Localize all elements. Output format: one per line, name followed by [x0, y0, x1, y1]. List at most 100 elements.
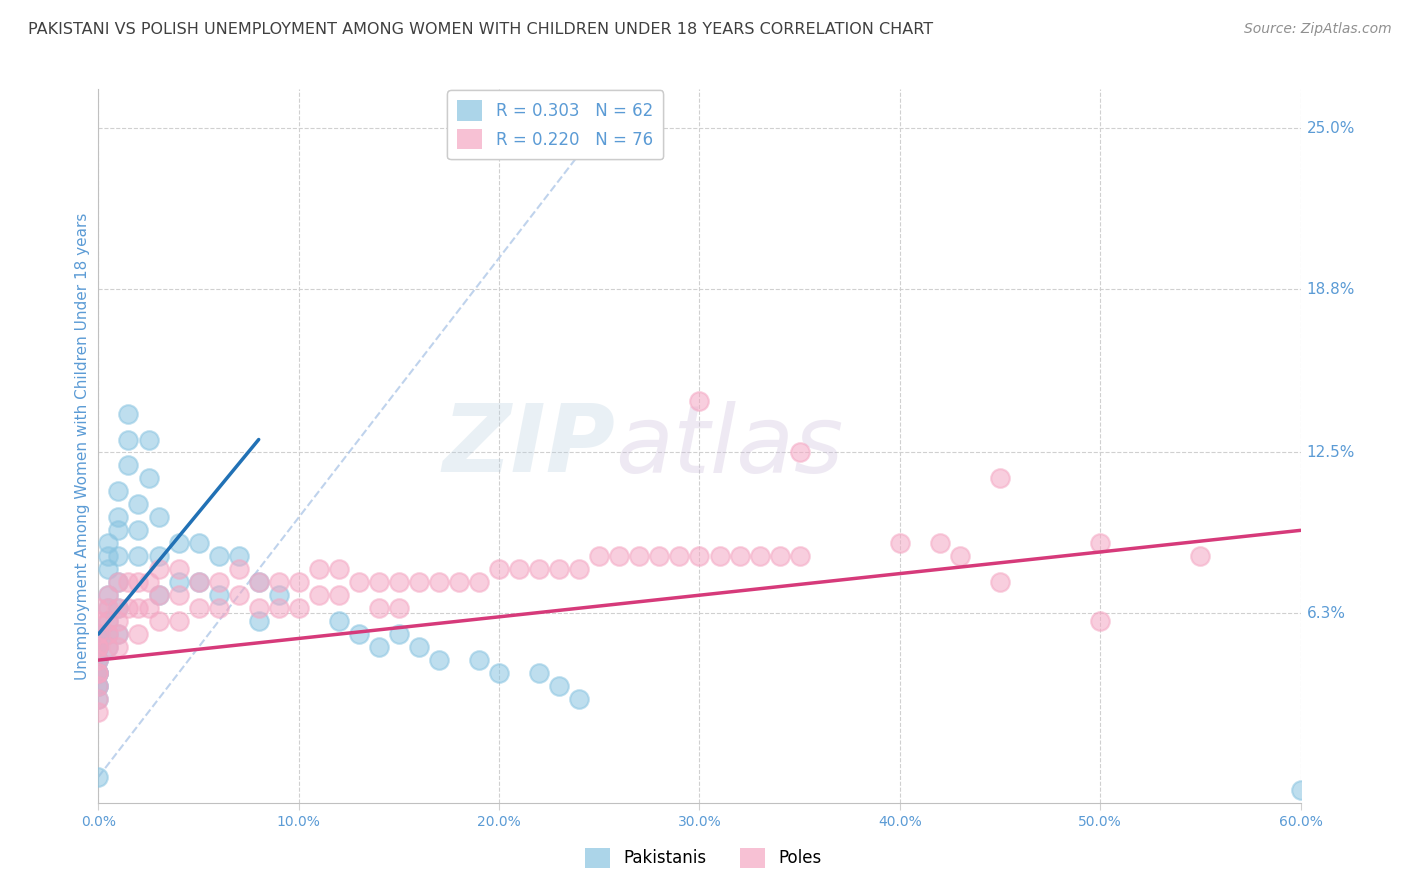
Point — [247, 575, 270, 590]
Point — [187, 575, 209, 590]
Point — [688, 549, 710, 564]
Point — [228, 549, 250, 564]
Point — [87, 666, 110, 681]
Point — [148, 562, 170, 576]
Point — [988, 575, 1011, 590]
Point — [308, 562, 330, 576]
Point — [247, 614, 270, 628]
Point — [87, 666, 110, 681]
Point — [107, 484, 129, 499]
Point — [97, 588, 120, 602]
Point — [288, 575, 311, 590]
Point — [529, 562, 551, 576]
Point — [548, 679, 571, 693]
Point — [568, 692, 591, 706]
Point — [427, 653, 450, 667]
Point — [87, 692, 110, 706]
Point — [368, 575, 391, 590]
Point — [148, 510, 170, 524]
Point — [148, 588, 170, 602]
Point — [97, 562, 120, 576]
Point — [267, 575, 290, 590]
Point — [267, 601, 290, 615]
Point — [97, 601, 120, 615]
Point — [688, 393, 710, 408]
Point — [87, 679, 110, 693]
Point — [87, 770, 110, 784]
Point — [368, 640, 391, 654]
Point — [97, 536, 120, 550]
Point — [138, 471, 160, 485]
Point — [87, 640, 110, 654]
Point — [107, 627, 129, 641]
Point — [97, 627, 120, 641]
Point — [789, 445, 811, 459]
Point — [128, 549, 150, 564]
Point — [388, 627, 411, 641]
Text: atlas: atlas — [616, 401, 844, 491]
Y-axis label: Unemployment Among Women with Children Under 18 years: Unemployment Among Women with Children U… — [75, 212, 90, 680]
Point — [87, 614, 110, 628]
Point — [117, 433, 139, 447]
Point — [107, 601, 129, 615]
Point — [468, 653, 491, 667]
Text: 6.3%: 6.3% — [1306, 606, 1346, 621]
Point — [128, 497, 150, 511]
Point — [148, 588, 170, 602]
Point — [87, 627, 110, 641]
Point — [328, 614, 350, 628]
Point — [628, 549, 651, 564]
Text: ZIP: ZIP — [443, 400, 616, 492]
Point — [107, 575, 129, 590]
Point — [97, 640, 120, 654]
Point — [208, 575, 231, 590]
Text: Source: ZipAtlas.com: Source: ZipAtlas.com — [1244, 22, 1392, 37]
Point — [87, 705, 110, 719]
Point — [388, 601, 411, 615]
Point — [208, 601, 231, 615]
Point — [87, 627, 110, 641]
Point — [347, 575, 370, 590]
Point — [167, 536, 190, 550]
Point — [347, 627, 370, 641]
Point — [748, 549, 770, 564]
Point — [408, 640, 430, 654]
Point — [117, 407, 139, 421]
Point — [97, 601, 120, 615]
Point — [728, 549, 751, 564]
Point — [508, 562, 530, 576]
Point — [1088, 536, 1111, 550]
Point — [488, 666, 510, 681]
Point — [128, 575, 150, 590]
Point — [929, 536, 952, 550]
Point — [328, 562, 350, 576]
Point — [107, 627, 129, 641]
Point — [87, 601, 110, 615]
Point — [267, 588, 290, 602]
Point — [117, 601, 139, 615]
Point — [117, 575, 139, 590]
Point — [408, 575, 430, 590]
Point — [128, 601, 150, 615]
Point — [138, 575, 160, 590]
Point — [107, 614, 129, 628]
Point — [427, 575, 450, 590]
Point — [87, 679, 110, 693]
Legend: Pakistanis, Poles: Pakistanis, Poles — [578, 841, 828, 875]
Point — [107, 640, 129, 654]
Legend: R = 0.303   N = 62, R = 0.220   N = 76: R = 0.303 N = 62, R = 0.220 N = 76 — [447, 90, 664, 160]
Point — [468, 575, 491, 590]
Point — [87, 653, 110, 667]
Point — [167, 562, 190, 576]
Point — [97, 627, 120, 641]
Point — [228, 588, 250, 602]
Point — [988, 471, 1011, 485]
Point — [87, 640, 110, 654]
Point — [548, 562, 571, 576]
Text: 18.8%: 18.8% — [1306, 282, 1355, 296]
Point — [87, 640, 110, 654]
Point — [328, 588, 350, 602]
Point — [668, 549, 690, 564]
Point — [107, 575, 129, 590]
Point — [228, 562, 250, 576]
